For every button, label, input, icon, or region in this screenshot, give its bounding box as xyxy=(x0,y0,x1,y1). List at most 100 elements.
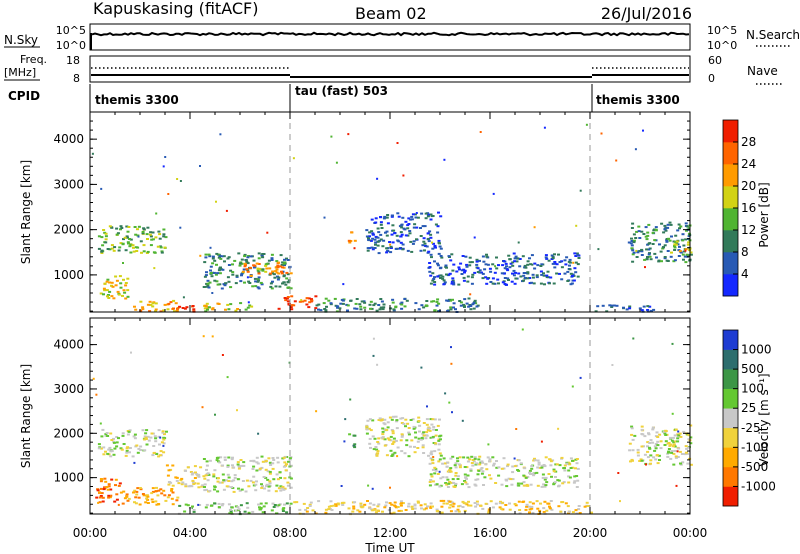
vel-axes-ytick-label-2: 3000 xyxy=(53,382,84,396)
power-data-scatter xyxy=(91,123,687,304)
velocity-axes: 1000 2000 3000 4000 xyxy=(53,317,691,514)
vel-data-region-0 xyxy=(97,428,168,458)
power-axes-ytick-label-3: 4000 xyxy=(53,132,84,146)
vel-cbar-swatch-5 xyxy=(723,388,738,409)
power-data-region-13 xyxy=(627,221,693,264)
vel-data-region-5 xyxy=(202,455,293,493)
vel-cbar-tick-label-0: 1000 xyxy=(741,343,772,357)
vel-axes-ytick-label-1: 2000 xyxy=(53,426,84,440)
velocity-ylabel: Slant Range [km] xyxy=(19,364,33,468)
power-colorbar-tick-label-0: 4 xyxy=(741,267,749,281)
time-axis: 00:00 04:00 08:00 12:00 16:00 20:00 00:00 xyxy=(73,526,708,540)
vel-cbar-swatch-7 xyxy=(723,349,738,370)
power-colorbar-tick-label-6: 28 xyxy=(741,135,756,149)
cpid-segment-1: themis 3300 xyxy=(95,93,179,107)
power-colorbar-swatch-4 xyxy=(723,186,738,209)
vel-data-region-2 xyxy=(121,486,180,506)
freq-tick-top: 18 xyxy=(66,54,80,67)
vel-data-region-6 xyxy=(348,433,357,449)
power-colorbar-swatch-3 xyxy=(723,208,738,231)
vel-cbar-tick-label-2: 100 xyxy=(741,382,764,396)
vel-cbar-swatch-0 xyxy=(723,486,738,507)
power-axes-ytick-label-1: 2000 xyxy=(53,223,84,237)
time-tick-label-0: 00:00 xyxy=(73,526,108,540)
power-colorbar-tick-label-3: 16 xyxy=(741,201,756,215)
vel-axes-ytick-label-3: 4000 xyxy=(53,338,84,352)
vel-cbar-tick-label-1: 500 xyxy=(741,362,764,376)
nsky-line xyxy=(91,31,690,37)
freq-frame xyxy=(89,55,691,83)
power-colorbar-label: Power [dB] xyxy=(757,182,771,247)
power-data-region-8 xyxy=(347,231,357,244)
vel-cbar-tick-label-5: -100 xyxy=(741,440,768,454)
power-colorbar-tick-label-5: 24 xyxy=(741,157,756,171)
vel-axes-ytick-label-0: 1000 xyxy=(53,471,84,485)
vel-cbar-tick-label-6: -500 xyxy=(741,460,768,474)
vel-data-region-9 xyxy=(293,499,593,516)
power-colorbar-swatch-6 xyxy=(723,142,738,165)
nave-tick-bottom: 0 xyxy=(708,72,715,85)
power-colorbar-swatch-1 xyxy=(723,252,738,275)
vel-data-region-1 xyxy=(95,477,123,504)
vel-data-region-7 xyxy=(365,415,443,458)
vel-cbar-frame xyxy=(722,329,739,507)
nsearch-tick-top: 10^5 xyxy=(707,24,737,37)
power-data-region-12 xyxy=(594,304,656,313)
power-ylabel: Slant Range [km] xyxy=(19,160,33,264)
vel-data-region-10 xyxy=(628,424,693,466)
freq-label-2: [MHz] xyxy=(4,66,36,79)
velocity-panel: 1000 2000 3000 4000 Slant Range [km] xyxy=(19,317,693,516)
vel-cbar-swatch-8 xyxy=(723,330,738,350)
nsearch-label: N.Search xyxy=(746,28,800,42)
vel-cbar-swatch-2 xyxy=(723,447,738,468)
vel-cbar-swatch-4 xyxy=(723,408,738,429)
time-tick-label-2: 08:00 xyxy=(273,526,308,540)
power-data-region-11 xyxy=(315,297,480,313)
nsky-panel: N.Sky 10^5 10^0 10^5 10^0 N.Search xyxy=(4,23,800,52)
velocity-frame xyxy=(89,317,691,515)
nsky-tick-bottom: 10^0 xyxy=(56,39,86,52)
vel-cbar-tick-label-3: 25 xyxy=(741,401,756,415)
freq-label-1: Freq. xyxy=(20,53,47,66)
cpid-label: CPID xyxy=(8,89,40,103)
vel-data-scatter xyxy=(92,328,680,506)
vel-data-region-3 xyxy=(165,464,206,489)
power-colorbar-swatch-5 xyxy=(723,164,738,187)
time-tick-label-5: 20:00 xyxy=(573,526,608,540)
power-axes-ytick-label-2: 3000 xyxy=(53,177,84,191)
power-colorbar-swatch-0 xyxy=(723,274,738,297)
vel-cbar-swatch-3 xyxy=(723,427,738,448)
vel-data-region-4 xyxy=(177,502,293,516)
power-data-region-0 xyxy=(97,225,168,254)
cpid-row: CPID themis 3300 tau (fast) 503 themis 3… xyxy=(8,84,680,112)
power-axes: 1000 2000 3000 4000 xyxy=(53,111,691,312)
nsky-frame xyxy=(89,23,691,51)
power-data-region-4 xyxy=(203,302,254,313)
date-title: 26/Jul/2016 xyxy=(601,4,692,23)
vel-data-region-8 xyxy=(428,455,580,489)
power-data-region-9 xyxy=(365,211,443,255)
freq-panel: Freq. [MHz] 18 8 60 0 Nave xyxy=(4,53,784,85)
power-colorbar-swatch-7 xyxy=(723,120,738,143)
power-colorbar: 4 8 12 16 20 24 28 xyxy=(722,119,756,297)
cpid-segment-2: tau (fast) 503 xyxy=(295,84,388,98)
power-panel: 1000 2000 3000 4000 Slant Range [km] xyxy=(19,111,693,313)
vel-cbar-swatch-6 xyxy=(723,369,738,389)
beam-title: Beam 02 xyxy=(355,4,427,23)
power-colorbar-tick-label-2: 12 xyxy=(741,223,756,237)
power-colorbar-tick-label-4: 20 xyxy=(741,179,756,193)
nsky-tick-top: 10^5 xyxy=(56,24,86,37)
velocity-colorbar-label: Velocity [m s⁻¹] xyxy=(757,373,771,466)
vel-cbar-swatch-1 xyxy=(723,466,738,487)
power-data-region-10 xyxy=(427,252,581,286)
power-frame xyxy=(89,111,691,313)
velocity-colorbar: 1000 500 100 25 -25 -100 -500 -1000 xyxy=(722,329,776,507)
time-tick-label-1: 04:00 xyxy=(173,526,208,540)
nsky-label: N.Sky xyxy=(4,33,38,47)
station-title: Kapuskasing (fitACF) xyxy=(93,0,258,18)
time-axis-label: Time UT xyxy=(364,541,415,554)
nsearch-tick-bottom: 10^0 xyxy=(707,39,737,52)
power-data-region-1 xyxy=(99,275,130,300)
power-data-region-7 xyxy=(277,295,318,311)
